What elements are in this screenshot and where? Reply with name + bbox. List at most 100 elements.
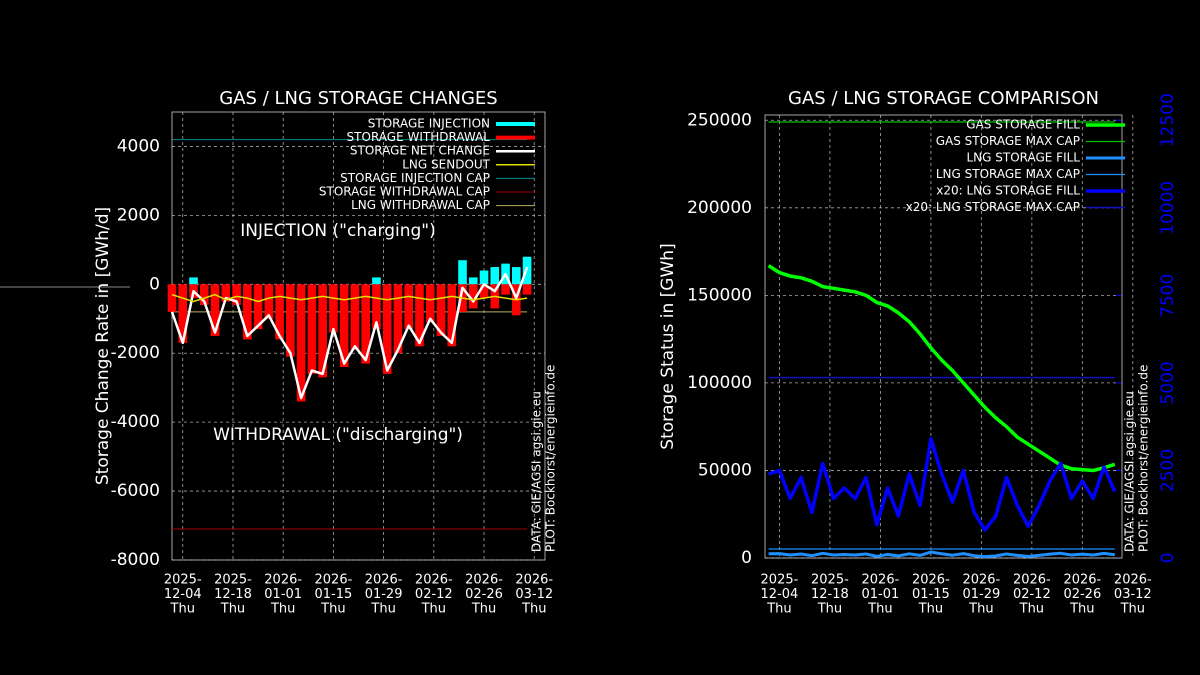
x-tick-label: 2026-: [415, 573, 453, 588]
bar: [468, 277, 478, 285]
y2-tick-label: 5000: [1158, 361, 1178, 404]
legend-label: STORAGE INJECTION CAP: [340, 171, 490, 185]
x-tick-label: 12-04: [164, 587, 202, 602]
bar: [350, 284, 360, 350]
y-tick-label: 2000: [117, 205, 160, 225]
series-line: [171, 293, 528, 303]
bar: [468, 284, 478, 309]
x-tick-label: 2026-: [912, 573, 950, 588]
annotation: PLOT: Bockhorst/energieinfo.de: [1137, 365, 1151, 552]
bar: [339, 284, 349, 368]
x-tick-label: 12-18: [214, 587, 252, 602]
bar: [178, 284, 188, 343]
series-line: [767, 264, 1116, 473]
x-tick-label: 2026-: [465, 573, 503, 588]
x-tick-label: 02-12: [415, 587, 453, 602]
chart-title: GAS / LNG STORAGE COMPARISON: [788, 88, 1099, 109]
x-tick-label: 2026-: [1114, 573, 1152, 588]
bar: [318, 284, 327, 378]
x-tick-label: Thu: [521, 602, 546, 617]
y-tick-label: -2000: [111, 343, 160, 363]
x-tick-label: 01-15: [315, 587, 353, 602]
bar: [425, 284, 435, 323]
series-line: [768, 437, 1117, 532]
chart-panel: GAS / LNG STORAGE CHANGES Storage Change …: [93, 88, 558, 617]
bar: [479, 270, 489, 285]
y2-tick-label: 7500: [1158, 274, 1178, 317]
x-tick-label: 2026-: [315, 573, 353, 588]
plot-frame: [171, 111, 546, 561]
legend-label: GAS STORAGE FILL: [966, 118, 1080, 132]
y-tick-label: 50000: [698, 460, 752, 480]
bar: [296, 284, 306, 402]
legend-label: STORAGE INJECTION: [368, 117, 490, 131]
x-tick-label: 02-26: [1063, 587, 1101, 602]
annotation: DATA: GIE/AGSI agsi.gie.eu: [1123, 391, 1137, 552]
bar: [479, 284, 489, 299]
series-line: [170, 266, 529, 400]
legend-label: STORAGE NET CHANGE: [350, 144, 490, 158]
bar: [286, 284, 295, 357]
bar: [458, 260, 467, 285]
bar: [372, 284, 381, 330]
x-tick-label: 03-12: [1114, 587, 1152, 602]
annotation: WITHDRAWAL ("discharging"): [213, 425, 463, 445]
x-tick-label: Thu: [170, 602, 195, 617]
legend-label: LNG WITHDRAWAL CAP: [351, 198, 490, 212]
series-line: [768, 550, 1115, 559]
x-tick-label: Thu: [421, 602, 446, 617]
bar: [404, 284, 414, 330]
x-tick-label: Thu: [471, 602, 496, 617]
x-tick-label: 2025-: [214, 573, 252, 588]
y-axis-label: Storage Change Rate in [GWh/d]: [93, 207, 113, 485]
x-tick-label: 2025-: [164, 573, 202, 588]
bar: [490, 267, 500, 285]
x-tick-label: 2026-: [862, 573, 900, 588]
legend-label: GAS STORAGE MAX CAP: [936, 134, 1080, 148]
bar: [307, 284, 317, 374]
x-tick-label: 2026-: [1013, 573, 1051, 588]
bar: [199, 284, 209, 305]
y-tick-label: 0: [741, 548, 752, 568]
bar: [329, 284, 338, 333]
x-tick-label: Thu: [370, 602, 395, 617]
y-tick-label: 250000: [687, 110, 752, 130]
x-tick-label: 03-12: [515, 587, 553, 602]
bar: [415, 284, 424, 347]
bar: [512, 267, 521, 285]
legend-label: STORAGE WITHDRAWAL CAP: [319, 185, 490, 199]
bar: [232, 284, 241, 305]
legend-label: LNG STORAGE MAX CAP: [936, 167, 1080, 181]
x-tick-label: Thu: [918, 602, 943, 617]
y2-tick-label: 12500: [1158, 93, 1178, 147]
x-tick-label: 2026-: [264, 573, 302, 588]
x-tick-label: Thu: [320, 602, 345, 617]
chart-panel: GAS / LNG STORAGE COMPARISON Storage Stat…: [658, 88, 1178, 617]
x-tick-label: Thu: [1120, 602, 1145, 617]
x-tick-label: 01-15: [912, 587, 950, 602]
x-tick-label: 2026-: [1063, 573, 1101, 588]
x-tick-label: 2025-: [811, 573, 849, 588]
y2-tick-label: 2500: [1158, 449, 1178, 492]
y-tick-label: 150000: [687, 285, 752, 305]
bar: [501, 284, 510, 295]
x-tick-label: 01-29: [962, 587, 1000, 602]
bar: [436, 284, 446, 336]
x-tick-label: 12-04: [761, 587, 799, 602]
x-tick-label: Thu: [766, 602, 791, 617]
annotation: PLOT: Bockhorst/energieinfo.de: [544, 365, 558, 552]
bar: [393, 284, 403, 354]
legend-label: STORAGE WITHDRAWAL: [347, 130, 491, 144]
y-axis-label: Storage Status in [GWh]: [658, 243, 678, 449]
y-tick-label: -6000: [111, 481, 160, 501]
x-tick-label: Thu: [1069, 602, 1094, 617]
y-tick-label: -8000: [111, 550, 160, 570]
legend-label: LNG SENDOUT: [402, 157, 490, 171]
x-tick-label: Thu: [968, 602, 993, 617]
y2-tick-label: 0: [1158, 553, 1178, 564]
bar: [210, 284, 220, 336]
plot-frame: [764, 114, 1123, 559]
x-tick-label: 01-01: [264, 587, 302, 602]
y2-tick-label: 10000: [1158, 181, 1178, 235]
y-tick-label: 200000: [687, 198, 752, 218]
